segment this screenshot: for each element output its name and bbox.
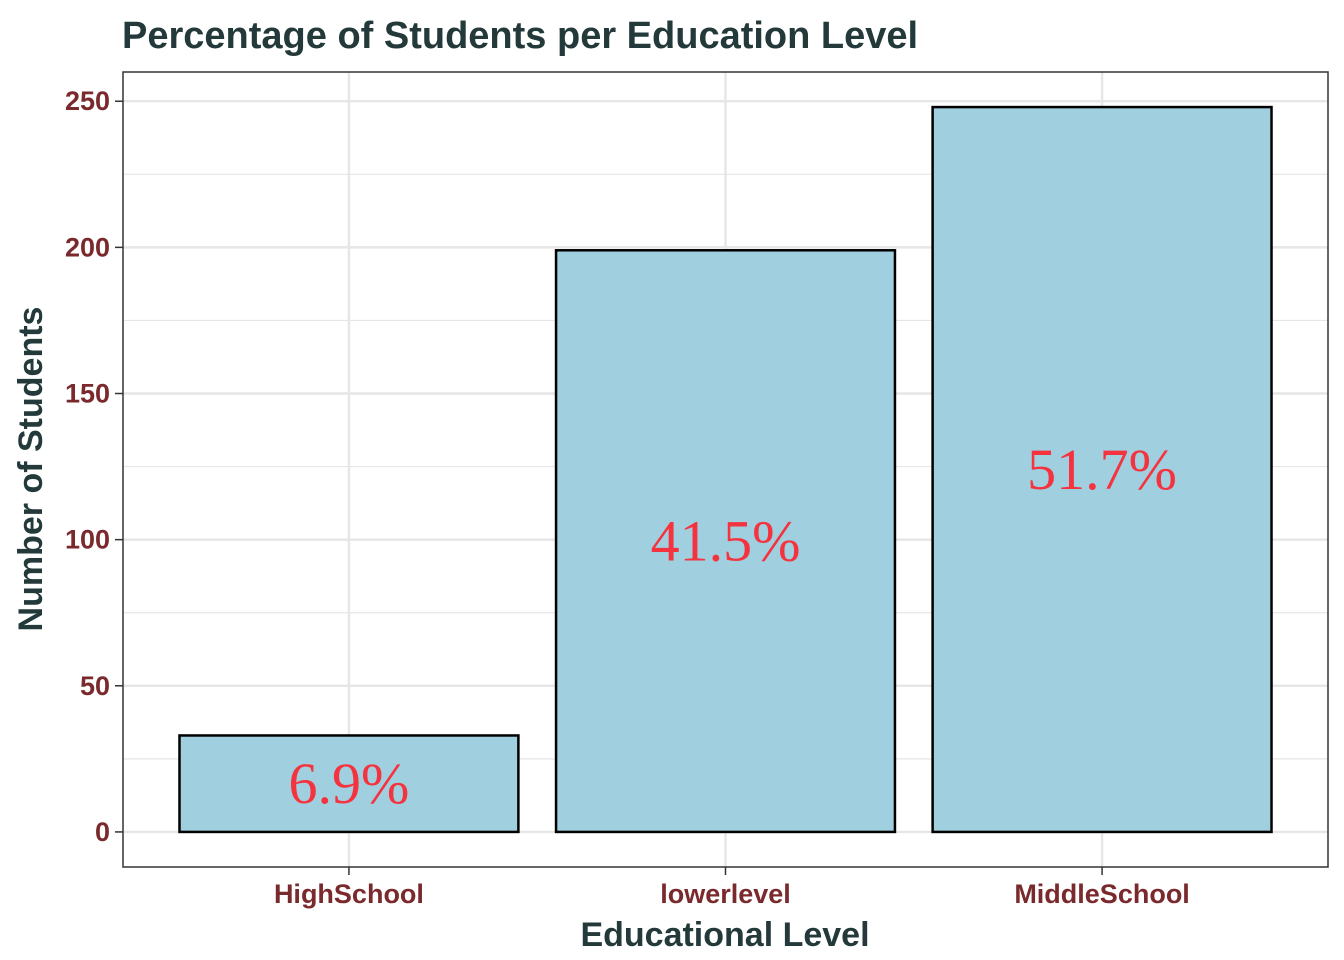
y-tick-label: 0 [95, 817, 110, 847]
data-labels: 6.9% 41.5% 51.7% [289, 437, 1177, 816]
y-tick-label: 250 [65, 86, 110, 116]
bar-highschool [178, 734, 520, 834]
y-tick-label: 100 [65, 525, 110, 555]
y-tick-label: 50 [80, 671, 110, 701]
data-label-highschool: 6.9% [289, 751, 410, 816]
data-label-middleschool: 51.7% [1027, 437, 1177, 502]
y-tick-label: 200 [65, 232, 110, 262]
x-axis: HighSchool lowerlevel MiddleSchool [274, 867, 1190, 909]
bar-lowerlevel [554, 249, 897, 834]
bars [178, 105, 1273, 834]
x-tick-label-lowerlevel: lowerlevel [660, 879, 791, 909]
data-label-lowerlevel: 41.5% [651, 509, 801, 574]
y-tick-label: 150 [65, 379, 110, 409]
y-axis-title: Number of Students [12, 307, 50, 632]
y-axis: 0 50 100 150 200 250 [65, 86, 123, 847]
x-axis-title: Educational Level [580, 916, 869, 954]
x-tick-label-middleschool: MiddleSchool [1014, 879, 1190, 909]
bar-middleschool [931, 105, 1273, 834]
x-tick-label-highschool: HighSchool [274, 879, 424, 909]
chart-title: Percentage of Students per Education Lev… [122, 15, 918, 57]
